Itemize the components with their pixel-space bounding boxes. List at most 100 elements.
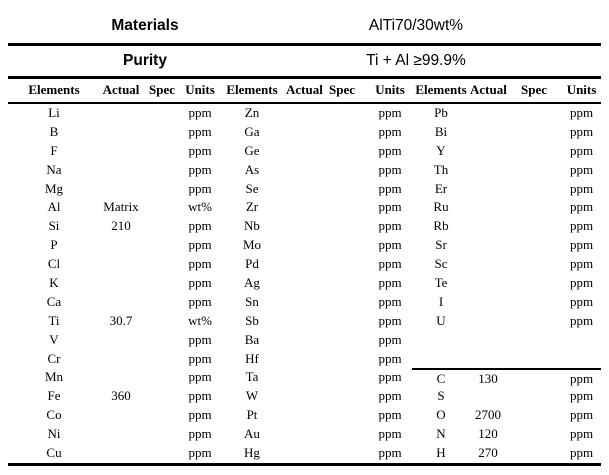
cell-units: ppm — [378, 312, 402, 328]
cell-units: ppm — [188, 275, 212, 291]
elements-table-header: Elements Actual Spec Units Elements Actual Spe… — [8, 79, 601, 101]
cell-spec — [506, 180, 562, 199]
cell-element: Er — [434, 180, 448, 196]
cell-units: ppm — [188, 237, 212, 253]
cell-element: N — [436, 426, 446, 442]
cell-actual — [286, 368, 316, 387]
cell-spec — [506, 123, 562, 142]
cell-units: ppm — [188, 161, 212, 177]
cell-units: ppm — [378, 199, 402, 215]
cell-spec — [506, 406, 562, 425]
cell-actual — [470, 236, 506, 255]
materials-label: Materials — [111, 17, 179, 34]
cell-units: ppm — [188, 123, 212, 139]
cell-units: ppm — [188, 369, 212, 385]
cell-actual — [100, 350, 142, 369]
column-header: Actual — [286, 82, 323, 97]
cell-element: K — [49, 275, 59, 291]
cell-units: ppm — [569, 237, 594, 253]
cell-spec — [316, 161, 368, 180]
cell-element: Te — [434, 275, 448, 291]
cell-units: ppm — [188, 350, 212, 366]
cell-actual — [470, 142, 506, 161]
cell-spec — [316, 198, 368, 217]
cell-actual — [470, 123, 506, 142]
cell-units: ppm — [378, 105, 402, 120]
cell-units: ppm — [188, 293, 212, 309]
cell-units: wt% — [188, 312, 212, 328]
cell-element: Rb — [433, 218, 449, 234]
cell-actual: 270 — [478, 445, 498, 461]
cell-units — [562, 350, 601, 369]
cell-spec — [506, 293, 562, 312]
cell-element: Al — [47, 199, 61, 215]
cell-actual — [286, 387, 316, 406]
cell-units: ppm — [188, 445, 212, 461]
cell-element: Sn — [245, 293, 259, 309]
cell-spec — [142, 123, 182, 142]
cell-spec — [142, 198, 182, 217]
cell-units: ppm — [188, 331, 212, 347]
cell-actual — [470, 255, 506, 274]
cell-units: ppm — [188, 426, 212, 442]
cell-units: ppm — [569, 180, 594, 196]
cell-element: Ag — [244, 275, 260, 291]
cell-units: ppm — [569, 312, 594, 328]
cell-element: Nb — [244, 218, 260, 234]
cell-actual — [100, 444, 142, 463]
cell-actual — [286, 312, 316, 331]
cell-actual — [470, 217, 506, 236]
cell-units: ppm — [378, 180, 402, 196]
cell-spec — [316, 180, 368, 199]
cell-units: ppm — [378, 331, 402, 347]
cell-units: ppm — [378, 142, 402, 158]
cell-spec — [506, 274, 562, 293]
cell-element: O — [436, 407, 446, 423]
cell-spec — [142, 142, 182, 161]
cell-actual — [470, 180, 506, 199]
cell-units: ppm — [569, 445, 594, 461]
cell-spec — [142, 104, 182, 123]
purity-row: Purity Ti + Al ≥99.9% — [0, 46, 609, 76]
cell-actual: 2700 — [475, 407, 501, 423]
cell-spec — [316, 368, 368, 387]
cell-element: U — [436, 312, 446, 328]
cell-element: Mg — [44, 180, 64, 196]
cell-element: P — [50, 237, 58, 253]
cell-element: As — [244, 161, 260, 177]
cell-element: F — [50, 142, 58, 158]
cell-units: ppm — [188, 142, 212, 158]
cell-element: Cl — [47, 256, 61, 272]
cell-actual — [470, 387, 506, 406]
cell-element: Zr — [245, 199, 259, 215]
cell-actual — [286, 350, 316, 369]
cell-units: ppm — [188, 256, 212, 272]
cell-units: ppm — [569, 407, 594, 423]
cell-element: Si — [48, 218, 60, 234]
cell-units: ppm — [378, 123, 402, 139]
cell-spec — [142, 293, 182, 312]
cell-actual — [100, 236, 142, 255]
cell-actual: 210 — [111, 218, 131, 234]
divider-header-bottom — [8, 101, 601, 104]
cell-spec — [506, 312, 562, 331]
cell-actual — [286, 274, 316, 293]
cell-actual — [100, 425, 142, 444]
cell-spec — [142, 161, 182, 180]
cell-element: Hg — [244, 445, 260, 461]
cell-actual — [100, 368, 142, 387]
cell-units: ppm — [188, 105, 212, 120]
column-header: Units — [185, 82, 215, 97]
cell-actual — [286, 331, 316, 350]
cell-element: Zn — [244, 105, 260, 120]
cell-units: ppm — [569, 105, 594, 120]
cell-spec — [316, 387, 368, 406]
cell-units: ppm — [569, 142, 594, 158]
cell-units: ppm — [569, 199, 594, 215]
cell-units: ppm — [378, 426, 402, 442]
cell-actual — [286, 425, 316, 444]
cell-spec — [506, 425, 562, 444]
cell-actual — [100, 161, 142, 180]
